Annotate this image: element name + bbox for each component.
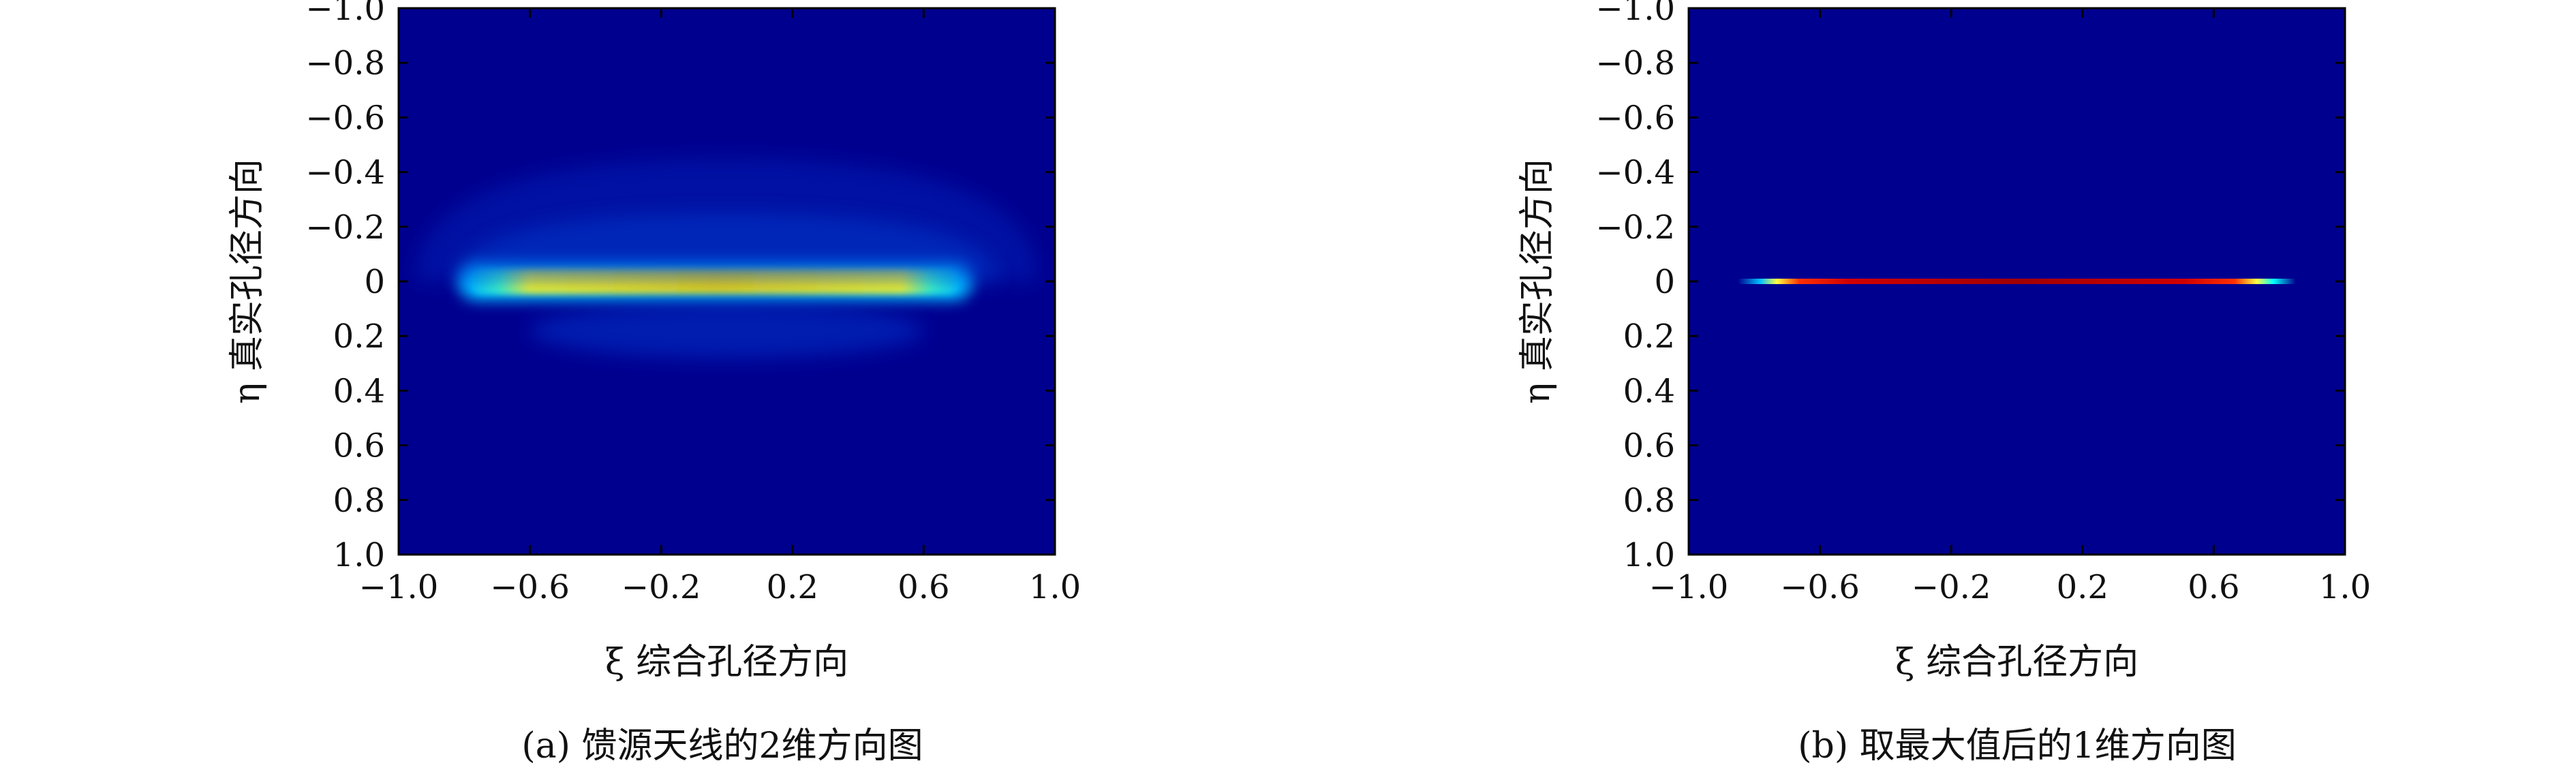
heatmap-a: [399, 8, 1055, 555]
y-tick-label: −0.8: [305, 44, 385, 82]
y-tick-label: −0.4: [1595, 154, 1675, 192]
y-tick-label: 0.2: [333, 317, 385, 356]
y-ticks-a: −1.0 −0.8 −0.6 −0.4 −0.2 0 0.2 0.4 0.6 0.8 1.0: [305, 0, 1055, 574]
x-tick-label: 1.0: [2319, 568, 2371, 606]
heatmap-b: [1689, 8, 2345, 555]
caption-a: (a) 馈源天线的2维方向图: [521, 726, 923, 766]
y-tick-label: −0.6: [305, 99, 385, 137]
y-tick-label: 1.0: [1623, 536, 1675, 574]
y-axis-label-b: η 真实孔径方向: [1517, 159, 1558, 404]
panel-b: −1.0 −0.6 −0.2 0.2 0.6 1.0 −1.0 −0.8 −0.6 −0.4 −0…: [1517, 0, 2371, 766]
y-axis-label-a: η 真实孔径方向: [227, 159, 268, 404]
y-tick-label: 0.8: [333, 482, 385, 520]
x-tick-label: −1.0: [1649, 568, 1729, 606]
x-tick-label: −0.6: [490, 568, 570, 606]
caption-b: (b) 取最大值后的1维方向图: [1798, 726, 2236, 766]
y-tick-label: 0.4: [1623, 372, 1675, 410]
x-ticks-b: −1.0 −0.6 −0.2 0.2 0.6 1.0: [1649, 8, 2371, 606]
sidelobe-inner-a: [456, 213, 998, 281]
sidelobe-lower-a: [530, 303, 924, 358]
y-tick-label: 0.8: [1623, 482, 1675, 520]
x-tick-label: −0.2: [1912, 568, 1991, 606]
y-ticks-b: −1.0 −0.8 −0.6 −0.4 −0.2 0 0.2 0.4 0.6 0.8 1.0: [1595, 0, 2345, 574]
y-tick-label: 0.6: [1623, 427, 1675, 465]
y-tick-label: −0.2: [1595, 208, 1675, 247]
x-tick-label: −0.2: [622, 568, 701, 606]
y-tick-label: 0: [1654, 263, 1675, 301]
y-tick-label: −0.6: [1595, 99, 1675, 137]
x-tick-label: 0.6: [898, 568, 949, 606]
panel-a: −1.0 −0.6 −0.2 0.2 0.6 1.0 −1.0 −0.8 −0.6 −0.4 −0…: [227, 0, 1081, 766]
x-tick-label: 0.6: [2188, 568, 2239, 606]
y-tick-label: 0: [364, 263, 385, 301]
x-axis-label-b: ξ 综合孔径方向: [1895, 642, 2138, 683]
y-tick-label: 1.0: [333, 536, 385, 574]
x-ticks-a: −1.0 −0.6 −0.2 0.2 0.6 1.0: [359, 8, 1081, 606]
y-tick-label: −0.2: [305, 208, 385, 247]
beam-line-b: [1738, 279, 2296, 284]
y-tick-label: −0.8: [1595, 44, 1675, 82]
x-tick-label: −0.6: [1780, 568, 1860, 606]
x-tick-label: 0.2: [2057, 568, 2109, 606]
x-tick-label: −1.0: [359, 568, 439, 606]
y-tick-label: −0.4: [305, 154, 385, 192]
x-axis-label-a: ξ 综合孔径方向: [605, 642, 848, 683]
x-tick-label: 1.0: [1029, 568, 1081, 606]
y-tick-label: 0.2: [1623, 317, 1675, 356]
y-tick-label: 0.6: [333, 427, 385, 465]
y-tick-label: −1.0: [305, 0, 385, 28]
x-tick-label: 0.2: [767, 568, 818, 606]
y-tick-label: −1.0: [1595, 0, 1675, 28]
y-tick-label: 0.4: [333, 372, 385, 410]
